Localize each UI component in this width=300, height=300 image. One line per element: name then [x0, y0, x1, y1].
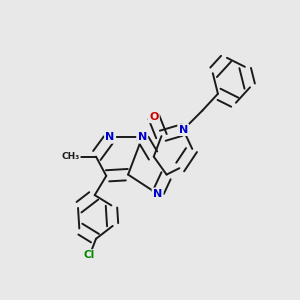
Text: N: N — [138, 132, 147, 142]
Text: Cl: Cl — [84, 250, 95, 260]
Text: N: N — [153, 189, 162, 199]
Text: N: N — [106, 132, 115, 142]
Text: O: O — [149, 112, 158, 122]
Text: N: N — [178, 125, 188, 135]
Text: CH₃: CH₃ — [61, 152, 80, 161]
